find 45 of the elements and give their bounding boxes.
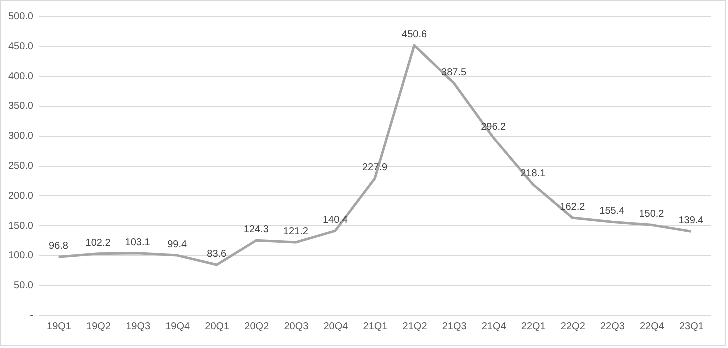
x-tick-label: 21Q1 [363,322,388,332]
data-label: 121.2 [283,226,309,238]
data-label: 150.2 [639,209,665,220]
data-label: 155.4 [600,206,626,218]
data-label: 102.2 [86,238,112,249]
data-label: 162.2 [560,202,586,214]
y-tick-label: - [30,310,34,322]
data-label: 450.6 [402,30,428,41]
data-label: 140.4 [322,215,348,226]
data-label: 96.8 [49,241,69,252]
data-label: 296.2 [481,122,507,133]
data-label: 227.9 [362,162,388,174]
data-label: 124.3 [244,224,270,236]
data-label: 387.5 [442,67,468,78]
y-tick-label: 200.0 [8,190,34,202]
data-label: 218.1 [520,168,546,180]
x-tick-label: 21Q2 [402,322,428,332]
y-tick-label: 150.0 [8,220,34,232]
x-tick-label: 22Q4 [640,322,665,332]
y-tick-label: 50.0 [14,280,34,292]
data-label: 99.4 [168,240,188,251]
y-tick-label: 400.0 [8,71,34,82]
x-tick-label: 19Q1 [47,322,72,332]
x-tick-label: 23Q1 [680,322,704,332]
y-tick-label: 450.0 [8,41,34,52]
data-label: 139.4 [678,216,704,227]
x-tick-label: 20Q3 [284,322,310,332]
x-tick-label: 19Q4 [166,322,191,332]
x-tick-label: 22Q2 [560,322,586,332]
x-tick-label: 19Q2 [86,322,112,332]
x-tick-label: 21Q3 [442,322,468,332]
x-tick-label: 20Q1 [205,322,230,332]
data-label: 103.1 [125,237,151,248]
y-tick-label: 100.0 [8,250,34,262]
data-label: 83.6 [207,249,228,260]
y-tick-label: 350.0 [8,101,34,112]
y-tick-label: 250.0 [8,161,34,172]
x-tick-label: 20Q2 [244,322,270,332]
x-tick-label: 21Q4 [482,322,507,332]
y-tick-label: 500.0 [8,12,34,22]
x-tick-label: 20Q4 [324,322,349,332]
x-tick-label: 19Q3 [126,322,151,332]
x-tick-label: 22Q1 [521,322,546,332]
y-tick-label: 300.0 [8,131,34,142]
x-tick-label: 22Q3 [600,322,626,332]
